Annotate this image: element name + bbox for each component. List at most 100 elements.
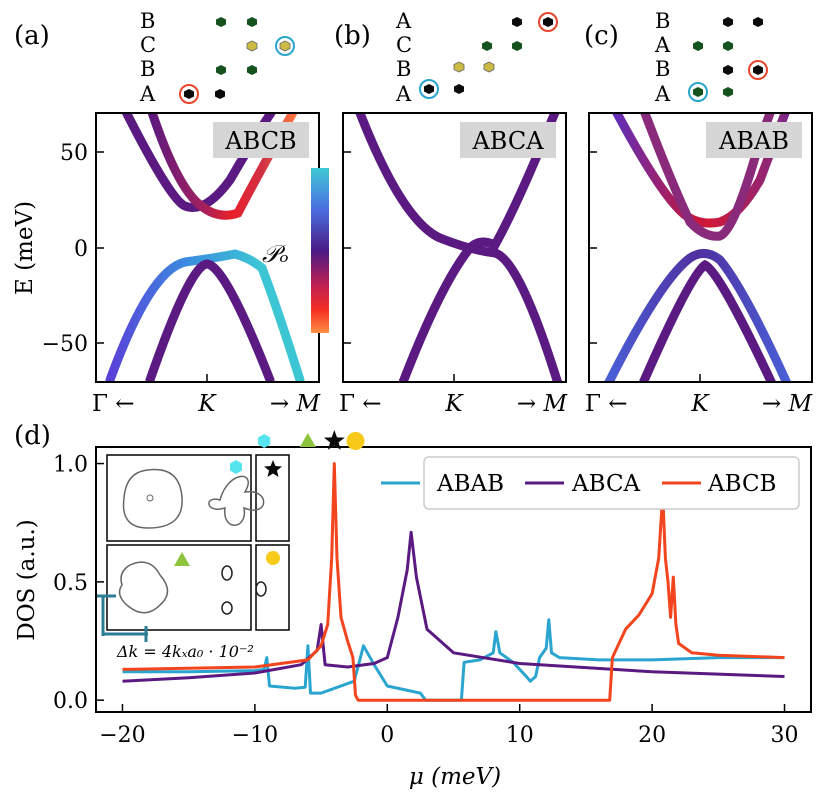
fermi-pocket bbox=[221, 565, 233, 581]
x-tick-label-k: K bbox=[444, 391, 464, 417]
band-curve bbox=[145, 259, 275, 382]
layer-label: C bbox=[396, 33, 412, 57]
stacking-diagram-b: A C B A bbox=[395, 9, 558, 106]
panel-label-b: (b) bbox=[334, 21, 371, 51]
triangle-marker-icon bbox=[174, 552, 190, 566]
fermi-contour bbox=[208, 475, 265, 526]
y-tick-label: −50 bbox=[42, 332, 88, 357]
band-curve bbox=[604, 249, 792, 382]
legend-box bbox=[423, 456, 800, 510]
band-y-axis: 50 0 −50 E (meV) bbox=[12, 141, 597, 357]
x-tick-label-m: → M bbox=[517, 391, 569, 417]
stack-label-box bbox=[460, 122, 556, 158]
band-curve bbox=[147, 113, 298, 220]
fermi-pocket bbox=[221, 601, 233, 615]
atom-hexagon bbox=[216, 17, 226, 27]
atom-hexagon bbox=[693, 41, 703, 51]
x-tick-label: 10 bbox=[506, 723, 534, 748]
scale-bar-label: Δk = 4kₓa₀ · 10⁻² bbox=[116, 642, 254, 661]
x-tick-label: 30 bbox=[771, 723, 799, 748]
dos-series-abca bbox=[122, 530, 785, 683]
dos-x-axis-label: μ (meV) bbox=[409, 764, 501, 790]
atom-hexagon bbox=[693, 87, 703, 97]
triangle-marker-icon bbox=[299, 433, 316, 447]
plot-frame bbox=[95, 446, 812, 713]
atom-hexagon bbox=[247, 65, 257, 75]
atom-ring-blue bbox=[275, 36, 295, 56]
atom-ring-blue bbox=[688, 82, 708, 102]
layer-label: B bbox=[140, 9, 155, 33]
dos-top-markers bbox=[258, 430, 365, 450]
panel-label-a: (a) bbox=[14, 21, 50, 51]
dos-lines bbox=[122, 462, 785, 702]
x-tick-label-gamma: Γ ← bbox=[585, 391, 628, 417]
atom-hexagon bbox=[723, 65, 733, 75]
star-marker-icon bbox=[264, 460, 282, 477]
x-tick-label: 0 bbox=[380, 723, 394, 748]
atom-hexagon bbox=[246, 40, 258, 52]
layer-label: A bbox=[654, 82, 671, 106]
hexagon-marker-icon bbox=[258, 434, 271, 448]
atom-hexagon bbox=[723, 41, 733, 51]
layer-label: C bbox=[140, 33, 156, 57]
band-curve bbox=[105, 249, 305, 382]
inset-frame bbox=[106, 454, 252, 542]
atom-hexagon bbox=[543, 17, 553, 27]
band-curve bbox=[640, 113, 775, 241]
fermi-contour bbox=[118, 561, 169, 614]
layer-label: B bbox=[140, 57, 155, 81]
legend-label-abab: ABAB bbox=[436, 471, 504, 497]
x-tick-label: −20 bbox=[99, 723, 145, 748]
dos-panel: −20 −10 0 10 20 30 0.0 0.5 1.0 DOS (a.u.) μ (meV… bbox=[14, 430, 812, 790]
atom-hexagon bbox=[723, 87, 733, 97]
atom-hexagon bbox=[483, 61, 495, 73]
y-tick-label: 50 bbox=[60, 141, 88, 166]
x-tick-label-k: K bbox=[197, 391, 217, 417]
colorbar: 𝒫ₒ bbox=[262, 168, 329, 333]
atom-ring-red bbox=[538, 12, 558, 32]
fermi-contour bbox=[122, 468, 183, 529]
atom-ring-red bbox=[748, 60, 768, 80]
x-tick-label-m: → M bbox=[270, 391, 322, 417]
atom-hexagon bbox=[279, 40, 291, 52]
circle-marker-icon bbox=[266, 551, 280, 565]
x-tick-label-gamma: Γ ← bbox=[92, 391, 135, 417]
legend: ABAB ABCA ABCB bbox=[381, 456, 800, 510]
atom-hexagon bbox=[215, 89, 225, 99]
dos-y-axis-label: DOS (a.u.) bbox=[14, 519, 40, 640]
legend-label-abcb: ABCB bbox=[707, 471, 776, 497]
layer-label: B bbox=[655, 57, 670, 81]
atom-ring-red bbox=[179, 84, 199, 104]
atom-hexagon bbox=[482, 41, 492, 51]
y-axis-label: E (meV) bbox=[12, 201, 38, 295]
stack-label: ABAB bbox=[718, 127, 789, 155]
hexagon-marker-icon bbox=[230, 460, 242, 474]
band-structure-c: ABAB bbox=[588, 112, 813, 383]
panel-label-d: (d) bbox=[14, 421, 51, 451]
dos-ticks: −20 −10 0 10 20 30 0.0 0.5 1.0 bbox=[53, 453, 799, 748]
fermi-pocket bbox=[146, 494, 154, 502]
band-curve bbox=[398, 113, 560, 382]
legend-label-abca: ABCA bbox=[571, 471, 641, 497]
atom-hexagon bbox=[512, 17, 522, 27]
atom-hexagon bbox=[723, 17, 733, 27]
atom-hexagon bbox=[454, 84, 464, 94]
stack-label: ABCB bbox=[224, 127, 296, 155]
atom-hexagon bbox=[216, 65, 226, 75]
atom-hexagon bbox=[453, 61, 465, 73]
x-tick-label-gamma: Γ ← bbox=[339, 391, 382, 417]
band-x-axis: Γ ← K → M Γ ← K → M Γ ← K → M bbox=[92, 374, 813, 417]
stack-label: ABCA bbox=[471, 127, 544, 155]
stack-label-box bbox=[213, 122, 309, 158]
colorbar-gradient bbox=[311, 168, 329, 333]
y-tick-label: 0.0 bbox=[53, 689, 88, 714]
y-tick-label: 0.5 bbox=[53, 571, 88, 596]
x-tick-label: 20 bbox=[638, 723, 666, 748]
stacking-diagram-a: B C B A bbox=[139, 9, 295, 106]
y-tick-label: 0 bbox=[74, 237, 88, 262]
layer-label: A bbox=[395, 9, 412, 33]
band-structure-b: ABCA bbox=[342, 112, 567, 383]
layer-label: B bbox=[655, 9, 670, 33]
atom-hexagon bbox=[753, 65, 763, 75]
star-marker-icon bbox=[323, 430, 345, 450]
